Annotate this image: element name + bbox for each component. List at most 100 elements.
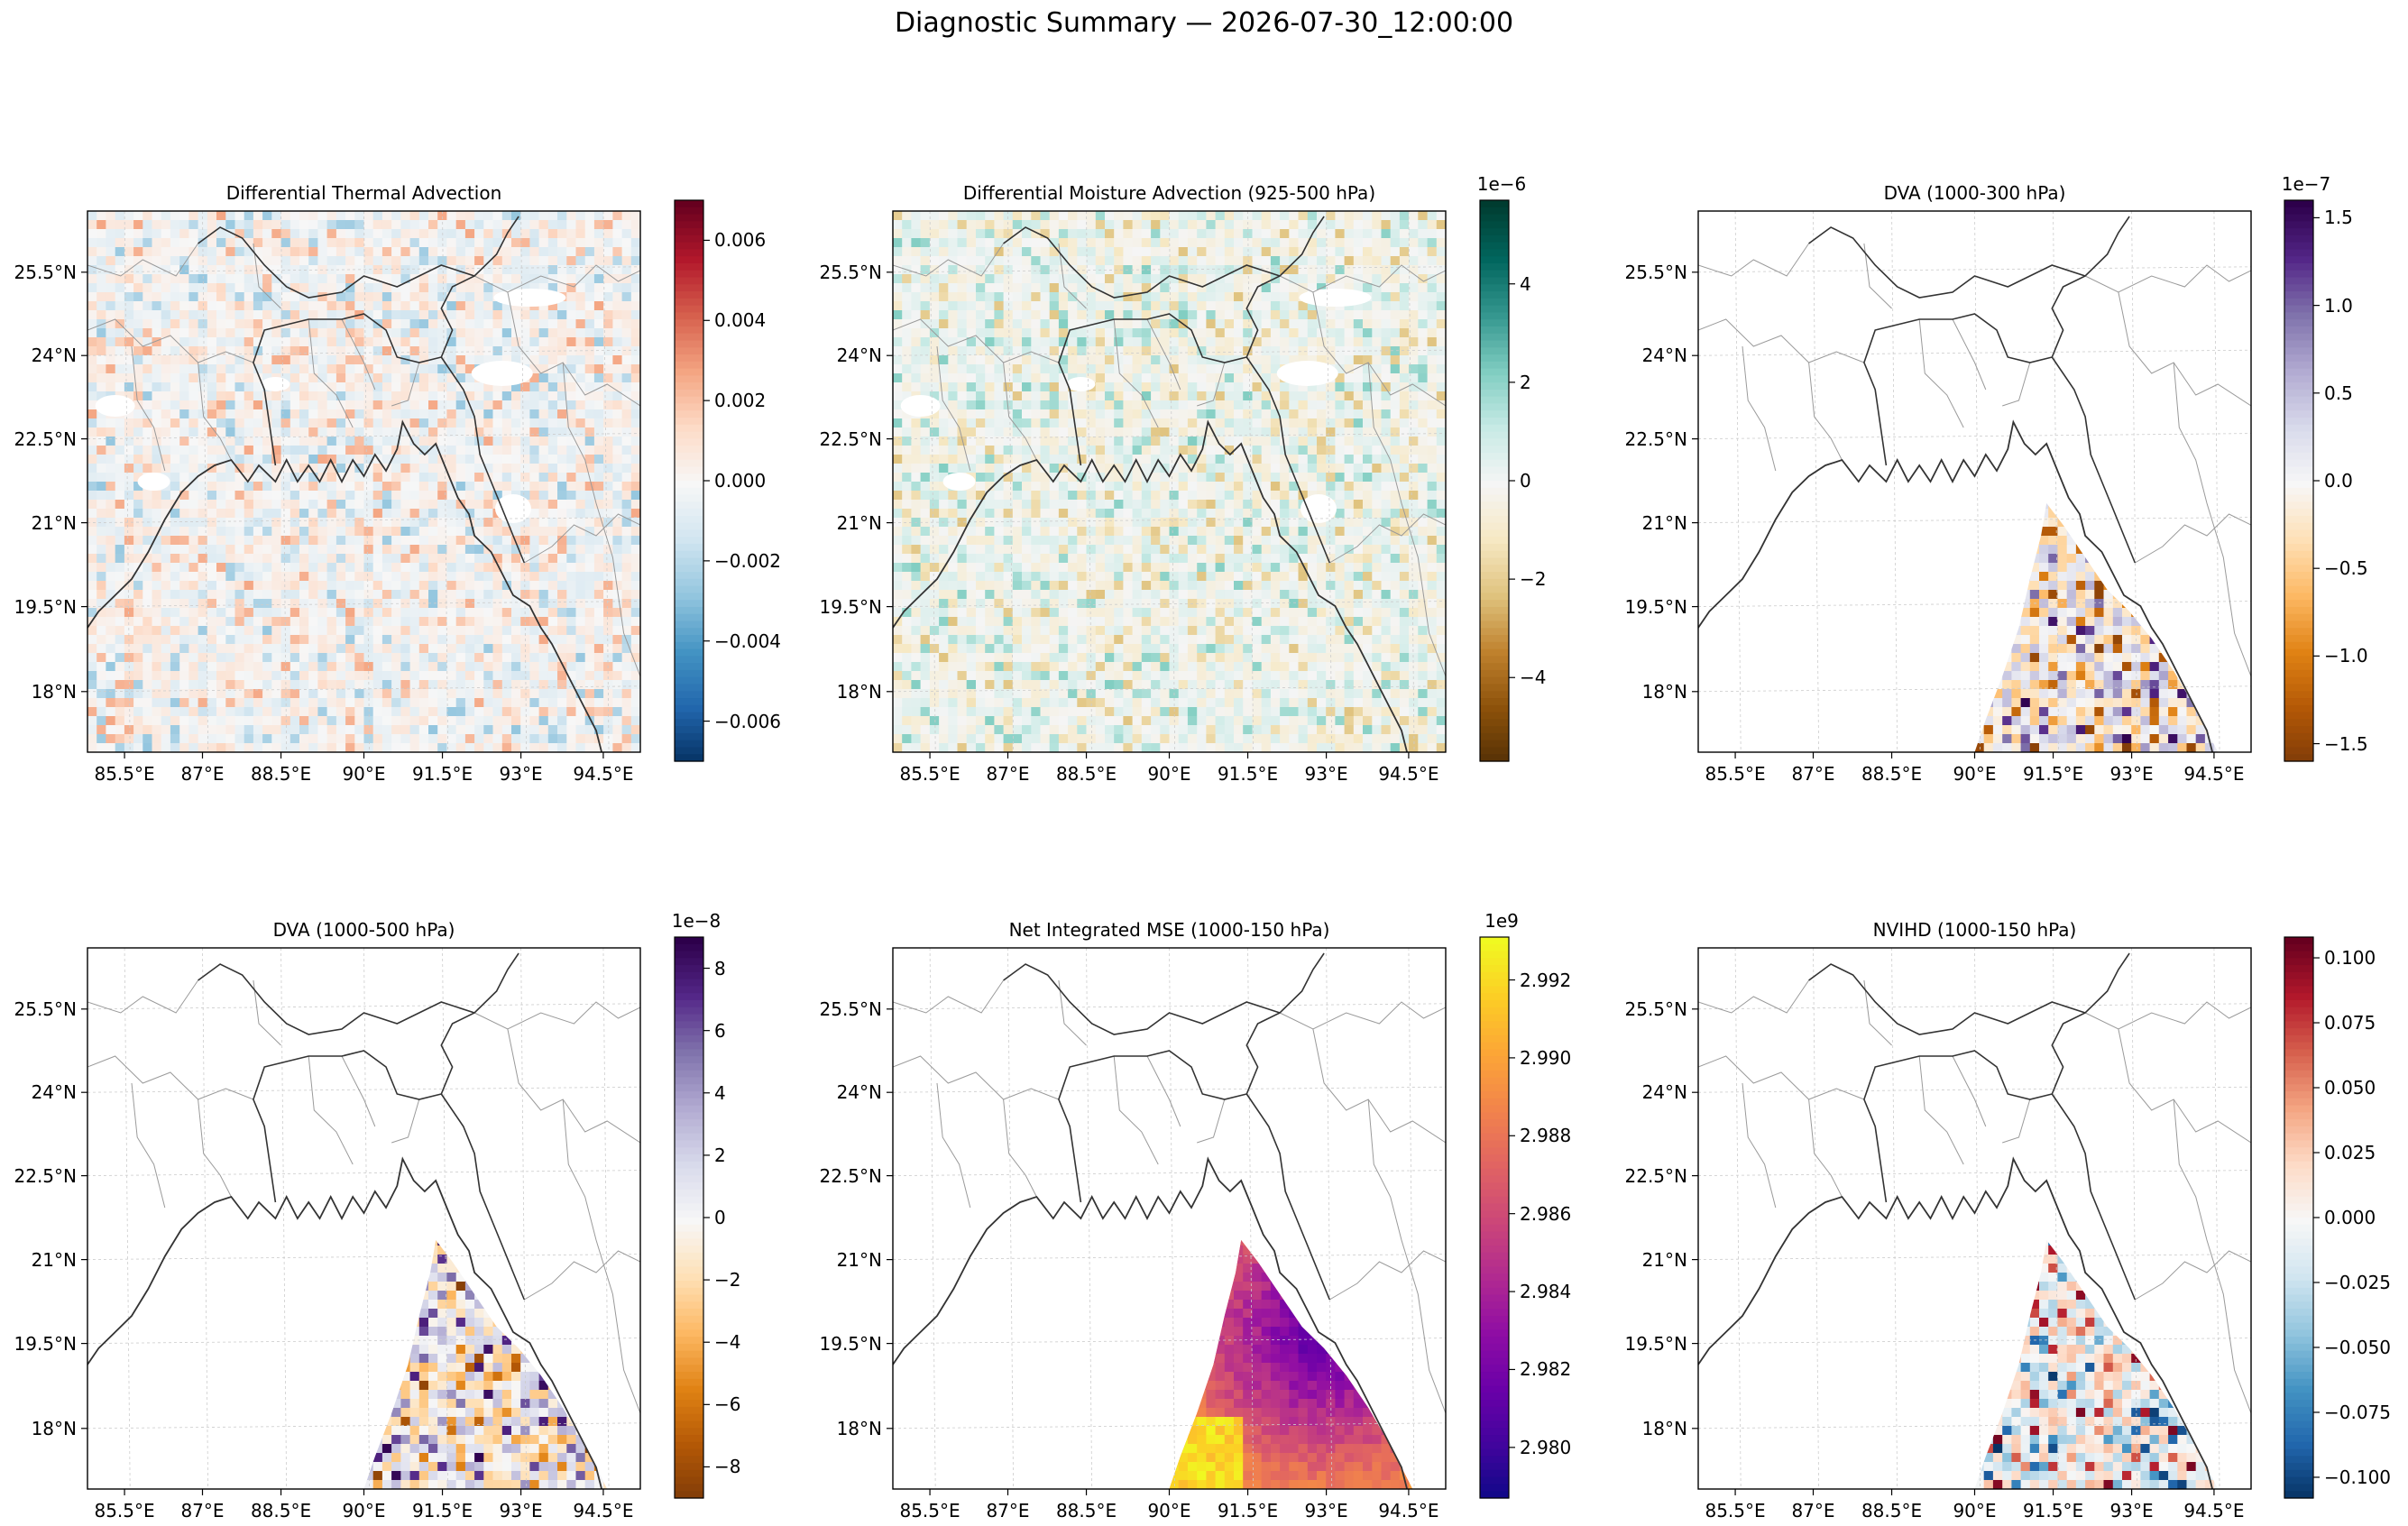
y-tick-label: 22.5°N	[14, 428, 78, 450]
colorbar-tick-label: 2	[1520, 372, 1531, 393]
colorbar	[674, 199, 710, 762]
x-tick-label: 88.5°E	[251, 1500, 311, 1521]
colorbar-tick-label: 0.004	[714, 309, 766, 331]
x-tick-label: 91.5°E	[1218, 763, 1278, 785]
colorbar-tick-label: −2	[1520, 568, 1546, 590]
y-tick-label: 19.5°N	[1625, 596, 1688, 618]
x-tick-label: 91.5°E	[2023, 1500, 2083, 1521]
colorbar-tick-label: −4	[1520, 666, 1546, 688]
x-tick-label: 93°E	[1305, 763, 1348, 785]
colorbar-tick-label: 0.000	[2324, 1207, 2376, 1228]
colorbar-tick-label: 0.050	[2324, 1077, 2376, 1099]
field-layer	[893, 211, 1446, 752]
colorbar-tick-label: −0.002	[714, 550, 781, 572]
y-tick-label: 18°N	[32, 681, 77, 703]
colorbar-exponent: 1e−6	[1477, 173, 1527, 195]
y-tick-label: 22.5°N	[820, 428, 883, 450]
x-tick-label: 94.5°E	[573, 1500, 633, 1521]
colorbar-tick-label: −2	[714, 1269, 740, 1291]
x-tick-label: 90°E	[1147, 1500, 1190, 1521]
colorbar-tick-label: −1.5	[2324, 733, 2368, 755]
map-lines	[893, 216, 1446, 752]
colorbar-tick-label: 0.100	[2324, 947, 2376, 969]
x-tick-label: 91.5°E	[2023, 763, 2083, 785]
colorbar-tick-label: −0.004	[714, 630, 781, 652]
y-tick-label: 25.5°N	[1625, 998, 1688, 1020]
colorbar-tick-label: 2.990	[1520, 1047, 1571, 1069]
x-tick-label: 91.5°E	[412, 763, 473, 785]
x-tick-label: 88.5°E	[251, 763, 311, 785]
map-lines	[1698, 952, 2251, 1489]
y-tick-label: 19.5°N	[14, 1333, 78, 1355]
gridlines	[87, 948, 640, 1489]
x-tick-label: 88.5°E	[1056, 763, 1117, 785]
x-tick-label: 91.5°E	[1218, 1500, 1278, 1521]
colorbar-exponent: 1e9	[1484, 910, 1519, 932]
colorbar-tick-label: −4	[714, 1331, 740, 1353]
map-lines	[87, 216, 640, 752]
colorbar-tick-label: 0.025	[2324, 1142, 2376, 1163]
x-tick-label: 90°E	[342, 1500, 385, 1521]
colorbar-exponent: 1e−8	[672, 910, 721, 932]
figure-title: Diagnostic Summary — 2026-07-30_12:00:00	[0, 7, 2408, 39]
colorbar-tick-label: 0.006	[714, 229, 766, 251]
panel-3	[1692, 199, 2320, 762]
colorbar	[674, 936, 710, 1499]
y-tick-label: 24°N	[32, 345, 77, 366]
colorbar-tick-label: 2.984	[1520, 1281, 1571, 1302]
field-layer	[363, 1240, 608, 1489]
x-tick-label: 93°E	[1305, 1500, 1348, 1521]
y-tick-label: 25.5°N	[1625, 262, 1688, 283]
y-tick-label: 21°N	[837, 1249, 882, 1271]
field-layer	[1974, 503, 2219, 752]
colorbar-tick-label: −0.006	[714, 711, 781, 732]
colorbar-tick-label: −6	[714, 1393, 740, 1415]
y-tick-label: 19.5°N	[1625, 1333, 1688, 1355]
map-lines	[1698, 216, 2251, 752]
panel-title: Differential Moisture Advection (925-500…	[893, 182, 1446, 204]
x-tick-label: 90°E	[1953, 1500, 1996, 1521]
x-tick-label: 85.5°E	[94, 1500, 154, 1521]
panel-2	[887, 199, 1515, 762]
y-tick-label: 24°N	[1642, 345, 1687, 366]
x-tick-label: 87°E	[1791, 763, 1834, 785]
y-tick-label: 18°N	[1642, 1418, 1687, 1439]
colorbar-tick-label: −0.075	[2324, 1402, 2391, 1423]
colorbar	[2284, 199, 2320, 762]
colorbar-tick-label: −0.050	[2324, 1337, 2391, 1358]
x-tick-label: 87°E	[986, 763, 1029, 785]
x-tick-label: 94.5°E	[1378, 763, 1438, 785]
gridlines	[1698, 948, 2251, 1489]
x-tick-label: 91.5°E	[412, 1500, 473, 1521]
y-tick-label: 24°N	[1642, 1081, 1687, 1103]
x-tick-label: 93°E	[2110, 1500, 2154, 1521]
map-lines	[893, 952, 1446, 1489]
y-tick-label: 21°N	[1642, 1249, 1687, 1271]
y-tick-label: 24°N	[32, 1081, 77, 1103]
y-tick-label: 21°N	[1642, 512, 1687, 534]
colorbar-tick-label: −1.0	[2324, 645, 2368, 666]
x-tick-label: 87°E	[1791, 1500, 1834, 1521]
colorbar-tick-label: 4	[714, 1082, 726, 1104]
gridlines	[1698, 211, 2251, 752]
x-tick-label: 94.5°E	[2183, 1500, 2244, 1521]
x-tick-label: 85.5°E	[899, 1500, 960, 1521]
gridlines	[893, 948, 1446, 1489]
colorbar-tick-label: 0.0	[2324, 470, 2353, 492]
x-tick-label: 85.5°E	[1705, 1500, 1765, 1521]
y-tick-label: 24°N	[837, 345, 882, 366]
colorbar-tick-label: 0	[1520, 470, 1531, 492]
y-tick-label: 22.5°N	[820, 1165, 883, 1187]
panel-title: NVIHD (1000-150 hPa)	[1698, 919, 2251, 941]
x-tick-label: 87°E	[180, 1500, 224, 1521]
x-tick-label: 94.5°E	[573, 763, 633, 785]
x-tick-label: 85.5°E	[1705, 763, 1765, 785]
colorbar-tick-label: 1.0	[2324, 295, 2353, 317]
colorbar-tick-label: 0.002	[714, 390, 766, 411]
y-tick-label: 18°N	[837, 681, 882, 703]
y-tick-label: 22.5°N	[1625, 428, 1688, 450]
y-tick-label: 19.5°N	[820, 1333, 883, 1355]
y-tick-label: 21°N	[32, 1249, 77, 1271]
y-tick-label: 18°N	[837, 1418, 882, 1439]
